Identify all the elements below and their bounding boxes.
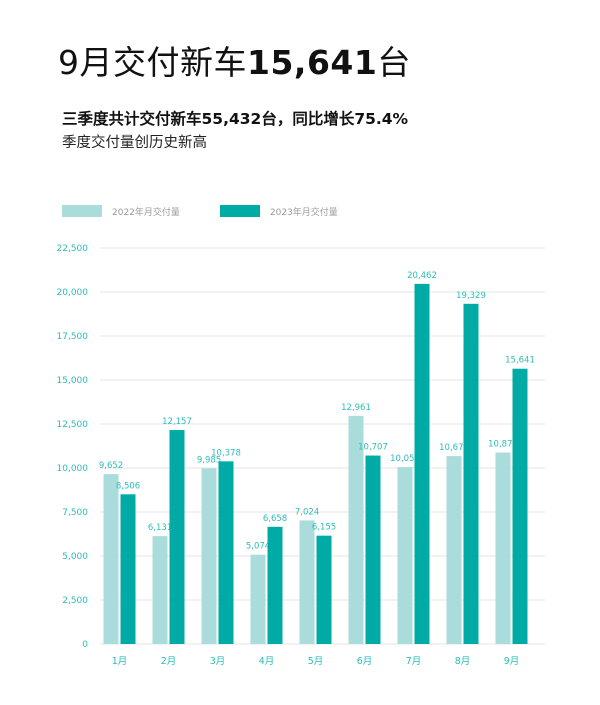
bar-2022 bbox=[397, 467, 413, 644]
bar-2022 bbox=[103, 474, 119, 644]
chart-legend: 2022年月交付量 2023年月交付量 bbox=[62, 204, 378, 218]
data-label: 9,652 bbox=[99, 461, 123, 471]
y-tick-label: 12,500 bbox=[57, 420, 89, 430]
bar-2023 bbox=[512, 368, 528, 644]
y-tick-label: 20,000 bbox=[57, 288, 89, 298]
x-tick-label: 9月 bbox=[504, 656, 520, 667]
data-label: 20,462 bbox=[407, 271, 437, 281]
data-label: 6,155 bbox=[312, 523, 336, 533]
x-tick-label: 1月 bbox=[112, 656, 128, 667]
headline: 9月交付新车15,641台 bbox=[58, 36, 411, 84]
y-tick-label: 15,000 bbox=[57, 376, 89, 386]
bar-2023 bbox=[267, 526, 283, 644]
headline-prefix: 9月交付新车 bbox=[58, 43, 247, 82]
data-label: 9,985 bbox=[197, 455, 221, 465]
data-label: 6,131 bbox=[148, 523, 172, 533]
bar-2023 bbox=[463, 303, 479, 644]
bar-2023 bbox=[218, 461, 234, 644]
bar-2022 bbox=[152, 536, 168, 644]
bar-2022 bbox=[250, 554, 266, 644]
subtitle-quarter-total: 三季度共计交付新车55,432台，同比增长75.4% bbox=[62, 110, 409, 128]
y-tick-label: 0 bbox=[82, 640, 88, 650]
bar-2023 bbox=[414, 283, 430, 644]
bar-2022 bbox=[201, 468, 217, 644]
x-tick-label: 2月 bbox=[161, 656, 177, 667]
bar-2022 bbox=[299, 520, 315, 644]
y-tick-label: 22,500 bbox=[57, 244, 89, 254]
data-label: 19,329 bbox=[456, 291, 486, 301]
data-label: 5,074 bbox=[246, 542, 270, 552]
data-label: 15,641 bbox=[505, 356, 535, 366]
x-tick-label: 4月 bbox=[259, 656, 275, 667]
x-tick-label: 7月 bbox=[406, 656, 422, 667]
headline-suffix: 台 bbox=[377, 43, 411, 82]
data-label: 12,157 bbox=[162, 417, 192, 427]
legend-label-2022: 2022年月交付量 bbox=[112, 207, 180, 218]
y-tick-label: 10,000 bbox=[57, 464, 89, 474]
x-tick-label: 3月 bbox=[210, 656, 226, 667]
y-tick-label: 2,500 bbox=[62, 596, 88, 606]
legend-label-2023: 2023年月交付量 bbox=[269, 207, 338, 218]
data-label: 6,658 bbox=[263, 514, 287, 524]
legend-item-2022: 2022年月交付量 bbox=[62, 205, 180, 218]
data-label: 8,506 bbox=[116, 481, 140, 491]
data-label: 10,707 bbox=[358, 443, 388, 453]
bar-2022 bbox=[446, 456, 462, 644]
data-label: 10,052 bbox=[390, 454, 420, 464]
y-tick-label: 17,500 bbox=[57, 332, 89, 342]
y-tick-label: 7,500 bbox=[62, 508, 88, 518]
x-tick-label: 5月 bbox=[308, 656, 324, 667]
bar-2023 bbox=[169, 430, 185, 644]
data-label: 12,961 bbox=[341, 403, 371, 413]
x-tick-label: 6月 bbox=[357, 656, 373, 667]
bar-2022 bbox=[348, 415, 364, 644]
data-label: 10,878 bbox=[488, 440, 518, 450]
data-label: 10,378 bbox=[211, 448, 241, 458]
legend-swatch-2022 bbox=[62, 205, 102, 217]
data-label: 10,677 bbox=[439, 443, 469, 453]
bar-2023 bbox=[120, 494, 136, 644]
headline-number: 15,641 bbox=[247, 43, 378, 82]
data-label: 7,024 bbox=[295, 507, 319, 517]
legend-item-2023: 2023年月交付量 bbox=[219, 205, 338, 218]
bar-2023 bbox=[365, 455, 381, 644]
legend-swatch-2023 bbox=[219, 205, 260, 217]
subtitle-record: 季度交付量创历史新高 bbox=[62, 135, 207, 151]
y-tick-label: 5,000 bbox=[62, 552, 88, 562]
x-tick-label: 8月 bbox=[455, 656, 471, 667]
bar-2023 bbox=[316, 535, 332, 644]
bar-2022 bbox=[495, 452, 511, 644]
